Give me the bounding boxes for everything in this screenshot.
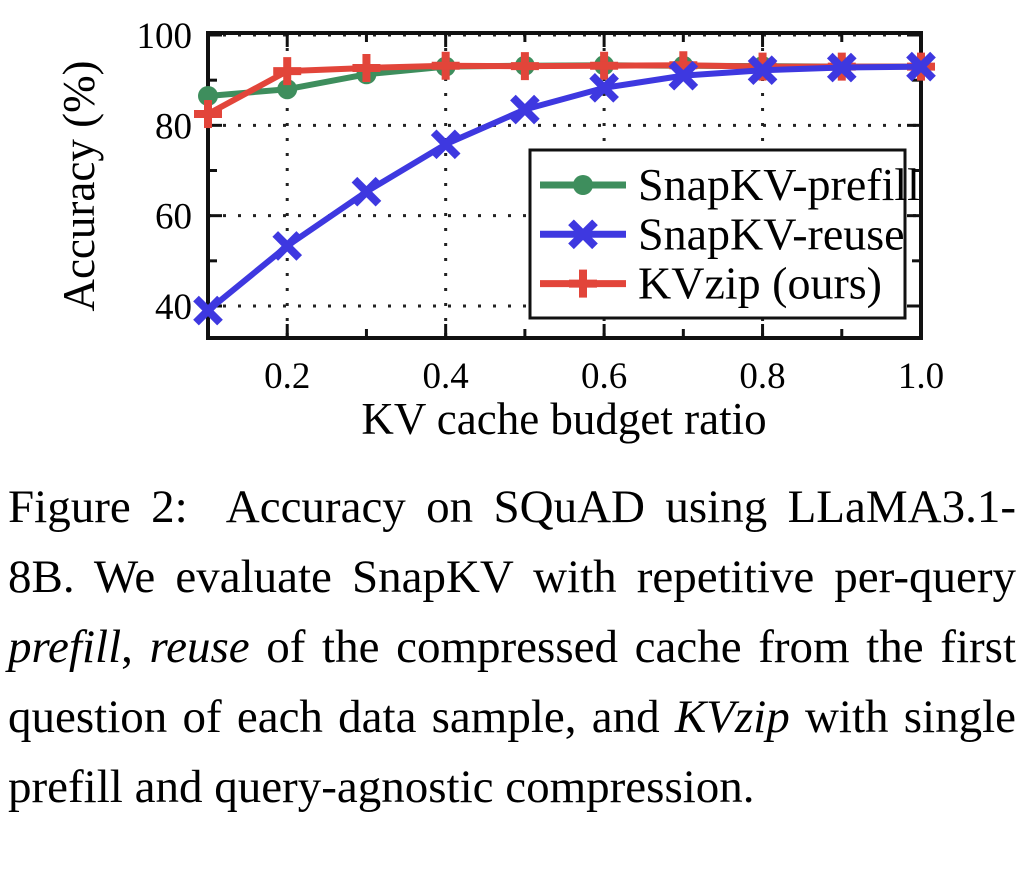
x-tick-label: 0.6 (581, 356, 627, 397)
series-marker-SnapKV-reuse (193, 295, 223, 326)
series-marker-SnapKV-reuse (589, 73, 619, 103)
x-tick-label: 0.2 (264, 356, 310, 397)
caption-italic-term: KVzip (674, 691, 790, 743)
legend-circle-icon (573, 175, 593, 195)
x-tick-label: 0.4 (423, 356, 469, 397)
legend-label: KVzip (ours) (638, 258, 882, 309)
series-marker-SnapKV-reuse (906, 51, 936, 82)
series-marker-SnapKV-reuse (668, 60, 699, 91)
caption-text: Figure 2: Accuracy on SQuAD using LLaMA3… (8, 481, 1016, 603)
y-tick-label: 40 (155, 287, 192, 328)
x-tick-label: 0.8 (739, 356, 785, 397)
legend-label: SnapKV-reuse (638, 208, 905, 259)
chart-plot-area: 0.2 0.4 0.6 0.8 1.0 40 60 80 100 SnapKV-prefillSn… (137, 16, 945, 397)
x-tick-label: 1.0 (898, 356, 944, 397)
series-marker-SnapKV-reuse (826, 52, 857, 83)
series-line-KVzip (ours) (206, 62, 921, 117)
series-marker-SnapKV-reuse (272, 231, 303, 261)
series-line-SnapKV-reuse (206, 63, 922, 313)
series-marker-SnapKV-reuse (430, 129, 461, 160)
series-marker-SnapKV-reuse (510, 94, 540, 125)
series-marker-SnapKV-reuse (351, 176, 382, 207)
y-axis-label: Accuracy (%) (54, 60, 104, 311)
y-tick-label: 60 (155, 197, 192, 238)
x-axis-label: KV cache budget ratio (361, 394, 766, 444)
series-marker-SnapKV-prefill (277, 79, 298, 100)
caption-italic-term: reuse (149, 621, 250, 673)
legend-label: SnapKV-prefill (638, 159, 920, 210)
y-tick-label: 80 (155, 106, 192, 147)
y-tick-label: 100 (137, 16, 193, 57)
series-marker-SnapKV-prefill (198, 85, 218, 106)
caption-italic-term: prefill (8, 621, 122, 673)
legend-x-icon (568, 219, 598, 250)
figure-caption: Figure 2: Accuracy on SQuAD using LLaMA3… (8, 472, 1016, 822)
caption-text: with single prefill and query-agnostic c… (8, 691, 1016, 813)
series-marker-SnapKV-reuse (747, 55, 778, 86)
accuracy-line-chart: 0.2 0.4 0.6 0.8 1.0 40 60 80 100 SnapKV-prefillSn… (54, 16, 945, 444)
plot-frame (206, 31, 923, 340)
caption-text: , (121, 621, 150, 673)
caption-text: of the compressed cache from the first q… (8, 621, 1016, 743)
